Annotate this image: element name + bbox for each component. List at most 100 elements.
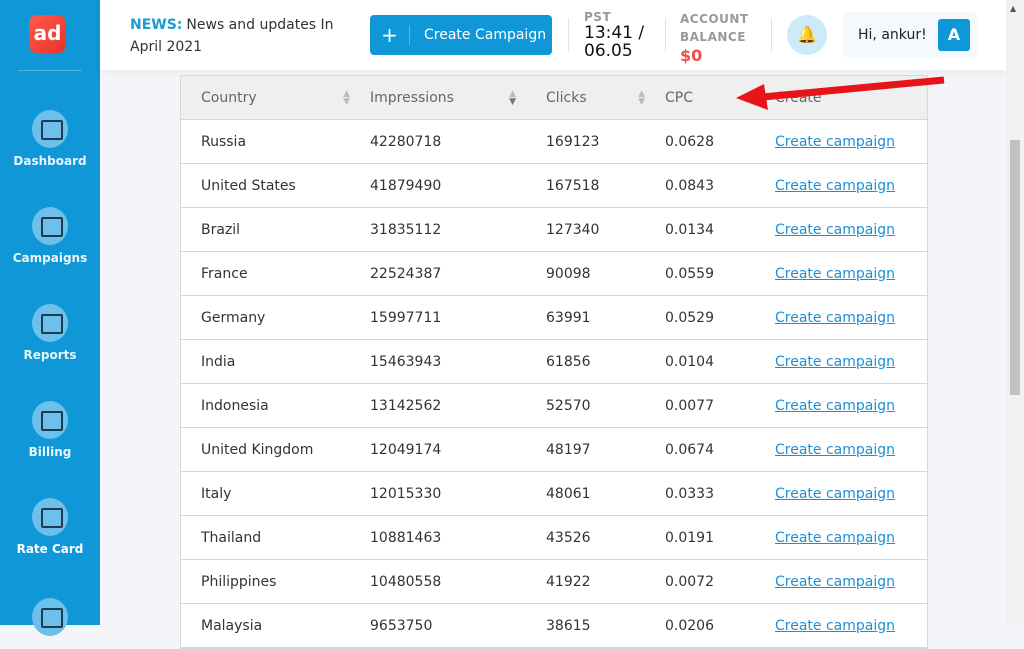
team-icon [32,598,68,636]
table-row: United Kingdom 12049174 48197 0.0674 Create … [181,428,927,472]
create-campaign-link[interactable]: Create campaign [775,353,895,370]
label: Country [201,89,257,106]
cell-create: Create campaign [775,222,927,238]
create-campaign-link[interactable]: Create campaign [775,309,895,326]
cell-create: Create campaign [775,442,927,458]
table-row: Russia 42280718 169123 0.0628 Create campaig… [181,120,927,164]
logo[interactable]: ad [29,15,66,53]
cell-impressions: 31835112 [370,221,442,238]
create-campaign-link[interactable]: Create campaign [775,573,895,590]
rate-card-table: Country ▲ ▼ Impressions ▲ ▼ Clicks ▲ ▼ CPC Cre… [180,75,928,649]
cell-clicks: 127340 [546,221,600,238]
sidebar-item-campaigns[interactable]: Campaigns [0,207,100,265]
cell-country: Brazil [201,221,241,238]
bar-chart-icon [32,498,68,536]
table-row: Germany 15997711 63991 0.0529 Create campaig… [181,296,927,340]
cell-impressions: 10480558 [370,573,442,590]
cell-create: Create campaign [775,486,927,502]
cell-cpc: 0.0077 [665,397,714,414]
presentation-icon [32,110,68,148]
sidebar-item-more[interactable] [0,598,100,642]
cell-cpc: 0.0104 [665,353,714,370]
create-campaign-link[interactable]: Create campaign [775,133,895,150]
cell-country: France [201,265,248,282]
cell-country: Thailand [201,529,262,546]
divider [568,18,569,52]
cell-country: Malaysia [201,617,263,634]
cell-impressions: 15997711 [370,309,442,326]
cell-cpc: 0.0529 [665,309,714,326]
scroll-up-icon[interactable]: ▲ [1010,4,1017,13]
cell-create: Create campaign [775,178,927,194]
cell-country: Russia [201,133,247,150]
cell-impressions: 41879490 [370,177,442,194]
scrollbar-thumb[interactable] [1010,140,1020,395]
label: Campaigns [12,251,88,265]
cell-impressions: 10881463 [370,529,442,546]
notification-bell-icon[interactable]: 🔔 [787,15,827,55]
table-row: Philippines 10480558 41922 0.0072 Create cam… [181,560,927,604]
sort-icon[interactable]: ▲ ▼ [343,88,350,107]
label: Impressions [370,89,454,106]
cell-impressions: 22524387 [370,265,442,282]
cell-country: United States [201,177,296,194]
sidebar-item-reports[interactable]: Reports [0,304,100,362]
cell-clicks: 48061 [546,485,591,502]
cell-cpc: 0.0134 [665,221,714,238]
cell-cpc: 0.0843 [665,177,714,194]
create-campaign-link[interactable]: Create campaign [775,265,895,282]
scrollbar[interactable]: ▲ [1006,0,1024,625]
cell-impressions: 12015330 [370,485,442,502]
header-cpc[interactable]: CPC [665,89,693,106]
avatar[interactable]: A [938,19,970,51]
sidebar: ad Dashboard Campaigns Reports Billing R… [0,0,100,636]
billing-icon [32,401,68,439]
news-text[interactable]: News and updates In April 2021 [130,17,334,55]
header-impressions[interactable]: Impressions ▲ ▼ [370,88,546,107]
cell-cpc: 0.0333 [665,485,714,502]
cell-clicks: 167518 [546,177,600,194]
sidebar-item-dashboard[interactable]: Dashboard [0,110,100,168]
balance-label: ACCOUNT BALANCE [680,12,749,44]
greeting: Hi, ankur! [858,27,927,43]
header-country[interactable]: Country ▲ ▼ [181,88,370,107]
create-campaign-link[interactable]: Create campaign [775,617,895,634]
divider [771,18,772,52]
create-campaign-link[interactable]: Create campaign [775,485,895,502]
cell-clicks: 169123 [546,133,600,150]
cell-clicks: 61856 [546,353,591,370]
cell-country: Italy [201,485,232,502]
create-campaign-button[interactable]: + Create Campaign [370,15,552,55]
cell-cpc: 0.0628 [665,133,714,150]
cell-cpc: 0.0191 [665,529,714,546]
sidebar-item-rate-card[interactable]: Rate Card [0,498,100,556]
user-menu[interactable]: Hi, ankur! A [843,12,977,58]
create-campaign-link[interactable]: Create campaign [775,221,895,238]
create-campaign-link[interactable]: Create campaign [775,441,895,458]
create-campaign-link[interactable]: Create campaign [775,177,895,194]
label: Rate Card [16,542,84,556]
create-campaign-link[interactable]: Create campaign [775,529,895,546]
divider [665,18,666,52]
cell-country: Germany [201,309,266,326]
pst-label: PST [584,10,612,24]
news-label: NEWS: [130,17,183,33]
label: Dashboard [13,154,87,168]
cell-impressions: 13142562 [370,397,442,414]
sort-icon[interactable]: ▲ ▼ [509,88,516,107]
cell-create: Create campaign [775,266,927,282]
time: 13:41 / 06.05 [584,23,645,61]
cell-country: Philippines [201,573,277,590]
report-icon [32,304,68,342]
cell-clicks: 38615 [546,617,591,634]
cell-create: Create campaign [775,530,927,546]
cell-cpc: 0.0206 [665,617,714,634]
header-clicks[interactable]: Clicks ▲ ▼ [546,88,665,107]
sidebar-item-billing[interactable]: Billing [0,401,100,459]
cell-impressions: 9653750 [370,617,433,634]
sort-icon[interactable]: ▲ ▼ [638,88,645,107]
create-campaign-link[interactable]: Create campaign [775,397,895,414]
table-row: Italy 12015330 48061 0.0333 Create campaign [181,472,927,516]
table-row: France 22524387 90098 0.0559 Create campaign [181,252,927,296]
cell-create: Create campaign [775,354,927,370]
